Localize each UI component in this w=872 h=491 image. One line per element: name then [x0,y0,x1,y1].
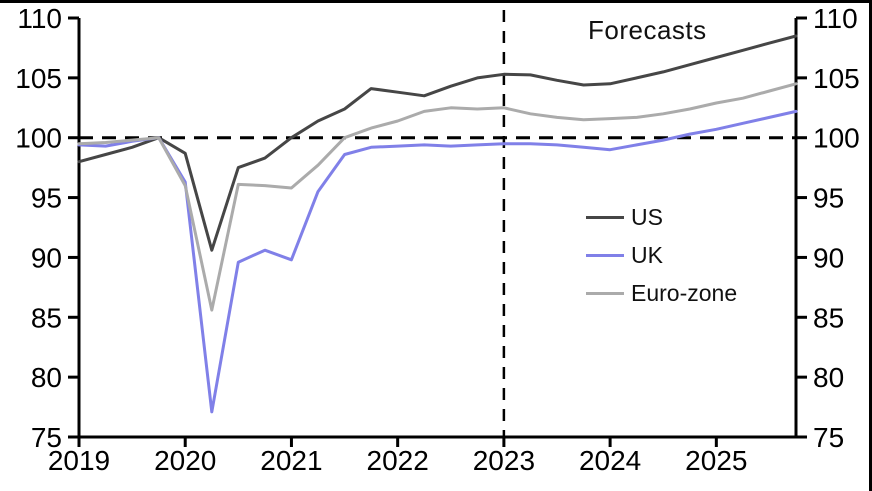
frame-right-border [869,0,872,491]
y-axis-tick-label-right: 105 [813,63,860,94]
x-axis-tick-label: 2019 [48,445,110,476]
y-axis-tick-label-right: 90 [813,242,844,273]
y-axis-tick-label-left: 100 [15,123,62,154]
y-axis-tick-label-right: 85 [813,302,844,333]
legend-item-euro-zone: Euro-zone [586,281,737,305]
y-axis-tick-label-right: 75 [813,422,844,453]
legend: US UK Euro-zone [586,205,737,305]
legend-label-uk: UK [631,242,663,268]
y-axis-tick-label-left: 85 [31,302,62,333]
legend-label-euro-zone: Euro-zone [631,280,738,306]
x-axis-tick-label: 2024 [579,445,641,476]
legend-item-us: US [586,205,737,229]
y-axis-tick-label-right: 100 [813,123,860,154]
y-axis-tick-label-left: 80 [31,362,62,393]
x-axis-tick-label: 2022 [367,445,429,476]
y-axis-tick-label-right: 95 [813,183,844,214]
x-axis-tick-label: 2025 [685,445,747,476]
series-line-uk [77,109,798,414]
euro-zone-line-swatch [586,291,624,295]
forecasts-label: Forecasts [588,15,707,45]
y-axis-tick-label-right: 80 [813,362,844,393]
y-axis-tick-label-left: 95 [31,183,62,214]
y-axis-tick-label-left: 110 [17,3,62,34]
frame-top-border [0,0,872,3]
legend-label-us: US [631,204,663,230]
x-axis-tick-label: 2023 [473,445,535,476]
series-line-us [77,34,798,252]
y-axis-tick-label-left: 90 [31,242,62,273]
uk-line-swatch [586,253,624,257]
x-axis-tick-label: 2020 [154,445,216,476]
y-axis-tick-label-left: 105 [15,63,62,94]
legend-item-uk: UK [586,243,737,267]
us-line-swatch [586,215,624,219]
series-line-euro-zone [77,82,798,312]
y-axis-tick-label-left: 75 [31,422,62,453]
x-axis-tick-label: 2021 [260,445,322,476]
y-axis-tick-label-right: 110 [813,3,858,34]
